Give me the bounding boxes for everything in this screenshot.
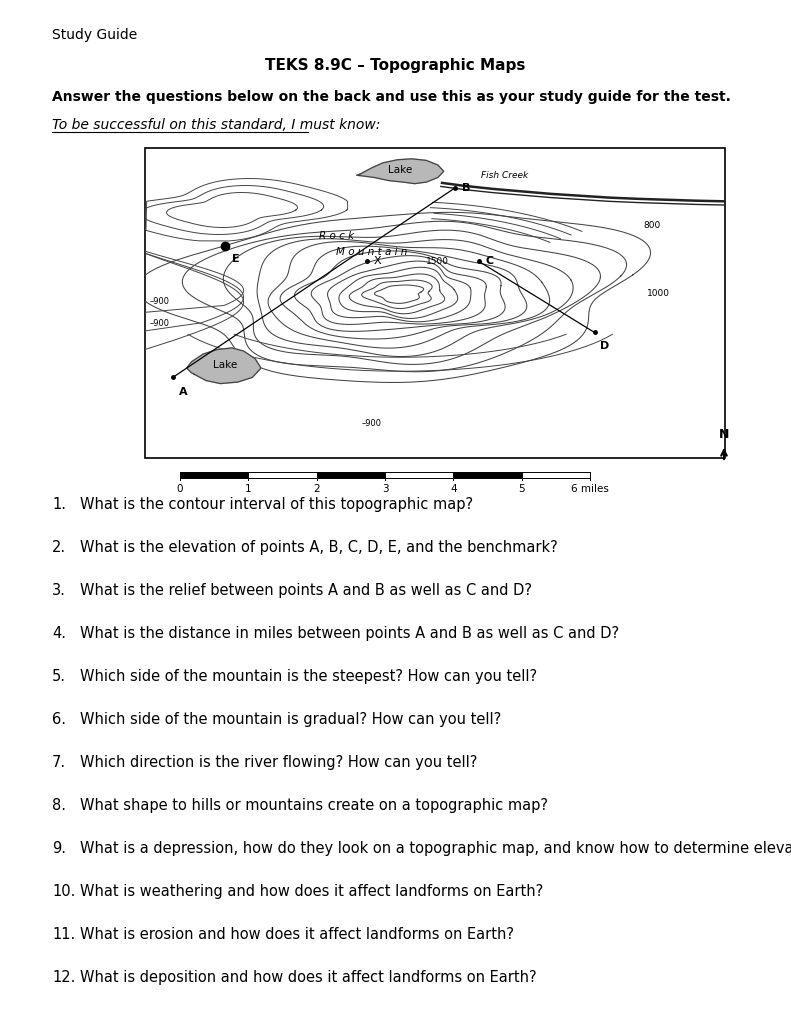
- Polygon shape: [187, 348, 261, 384]
- Text: 3: 3: [382, 484, 388, 494]
- Text: R o c k: R o c k: [319, 231, 354, 242]
- Text: 5: 5: [518, 484, 525, 494]
- Text: 1: 1: [245, 484, 252, 494]
- Text: –900: –900: [361, 420, 381, 428]
- Text: 2: 2: [313, 484, 320, 494]
- Text: N: N: [719, 428, 729, 441]
- Bar: [248, 472, 316, 478]
- Polygon shape: [357, 159, 444, 183]
- Text: 1000: 1000: [647, 289, 670, 298]
- Text: 2.: 2.: [52, 540, 66, 555]
- Text: Which side of the mountain is gradual? How can you tell?: Which side of the mountain is gradual? H…: [80, 712, 501, 727]
- Bar: [316, 472, 385, 478]
- Text: TEKS 8.9C – Topographic Maps: TEKS 8.9C – Topographic Maps: [265, 58, 525, 73]
- Text: What shape to hills or mountains create on a topographic map?: What shape to hills or mountains create …: [80, 798, 548, 813]
- Text: 12.: 12.: [52, 970, 75, 985]
- Text: 1500: 1500: [426, 257, 449, 265]
- Text: Answer the questions below on the back and use this as your study guide for the : Answer the questions below on the back a…: [52, 90, 731, 104]
- Text: 7.: 7.: [52, 755, 66, 770]
- Text: A: A: [179, 387, 187, 396]
- Text: 10.: 10.: [52, 884, 75, 899]
- Text: 4: 4: [450, 484, 456, 494]
- Bar: [180, 472, 248, 478]
- Text: D: D: [600, 341, 610, 351]
- Text: What is the relief between points A and B as well as C and D?: What is the relief between points A and …: [80, 583, 532, 598]
- Text: Which side of the mountain is the steepest? How can you tell?: Which side of the mountain is the steepe…: [80, 669, 537, 684]
- Text: X: X: [373, 256, 381, 266]
- Text: –900: –900: [149, 297, 169, 306]
- Text: What is deposition and how does it affect landforms on Earth?: What is deposition and how does it affec…: [80, 970, 536, 985]
- Text: What is weathering and how does it affect landforms on Earth?: What is weathering and how does it affec…: [80, 884, 543, 899]
- Text: What is a depression, how do they look on a topographic map, and know how to det: What is a depression, how do they look o…: [80, 841, 791, 856]
- Text: 6.: 6.: [52, 712, 66, 727]
- Text: M o u n t a i n: M o u n t a i n: [336, 247, 408, 257]
- Text: What is erosion and how does it affect landforms on Earth?: What is erosion and how does it affect l…: [80, 927, 514, 942]
- Text: Lake: Lake: [388, 165, 412, 175]
- Text: Which direction is the river flowing? How can you tell?: Which direction is the river flowing? Ho…: [80, 755, 478, 770]
- Text: –900: –900: [149, 318, 169, 328]
- Text: What is the elevation of points A, B, C, D, E, and the benchmark?: What is the elevation of points A, B, C,…: [80, 540, 558, 555]
- Text: 3.: 3.: [52, 583, 66, 598]
- Text: 1.: 1.: [52, 497, 66, 512]
- Text: 800: 800: [644, 221, 661, 230]
- Text: What is the distance in miles between points A and B as well as C and D?: What is the distance in miles between po…: [80, 626, 619, 641]
- Text: Fish Creek: Fish Creek: [481, 171, 528, 179]
- Text: To be successful on this standard, I must know:: To be successful on this standard, I mus…: [52, 118, 380, 132]
- Text: What is the contour interval of this topographic map?: What is the contour interval of this top…: [80, 497, 473, 512]
- Bar: [385, 472, 453, 478]
- Bar: [145, 148, 725, 458]
- Text: Lake: Lake: [213, 360, 237, 370]
- Text: B: B: [462, 182, 471, 193]
- Text: 8.: 8.: [52, 798, 66, 813]
- Text: 0: 0: [176, 484, 184, 494]
- Text: 6 miles: 6 miles: [571, 484, 609, 494]
- Bar: [522, 472, 590, 478]
- Bar: [453, 472, 522, 478]
- Text: 11.: 11.: [52, 927, 75, 942]
- Text: 5.: 5.: [52, 669, 66, 684]
- Text: E: E: [232, 254, 240, 264]
- Text: 9.: 9.: [52, 841, 66, 856]
- Text: 4.: 4.: [52, 626, 66, 641]
- Text: Study Guide: Study Guide: [52, 28, 138, 42]
- Text: C: C: [486, 256, 494, 266]
